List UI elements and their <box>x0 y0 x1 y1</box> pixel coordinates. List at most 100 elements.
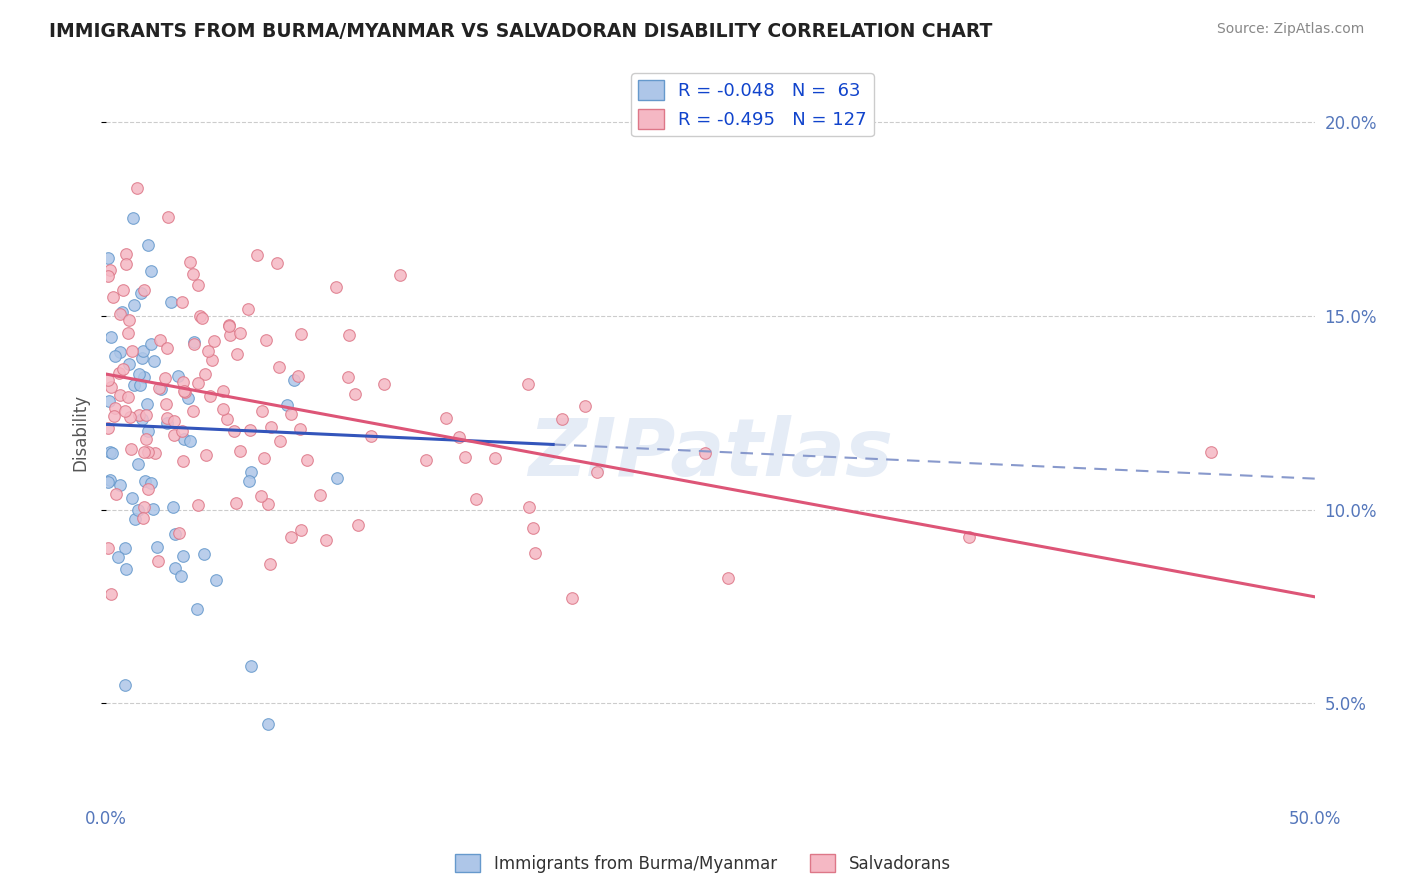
Point <box>290 523 312 537</box>
Point <box>187 277 209 292</box>
Point <box>169 569 191 583</box>
Point <box>957 530 980 544</box>
Point <box>108 388 131 402</box>
Point <box>225 496 247 510</box>
Point <box>104 401 127 415</box>
Point <box>127 503 149 517</box>
Point <box>336 370 359 384</box>
Point <box>136 482 159 496</box>
Point <box>693 446 716 460</box>
Point <box>97 541 120 555</box>
Point <box>122 377 145 392</box>
Point <box>114 678 136 692</box>
Point <box>118 410 141 425</box>
Point <box>574 399 596 413</box>
Point <box>225 347 247 361</box>
Point <box>193 547 215 561</box>
Point <box>256 717 278 731</box>
Point <box>129 285 152 300</box>
Point <box>246 247 269 261</box>
Point <box>183 336 205 351</box>
Point <box>280 407 302 421</box>
Point <box>256 497 278 511</box>
Point <box>287 369 309 384</box>
Point <box>191 311 214 326</box>
Point <box>142 502 165 516</box>
Point <box>181 404 204 418</box>
Point <box>118 313 141 327</box>
Point <box>325 471 347 485</box>
Point <box>167 368 190 383</box>
Point <box>103 409 125 424</box>
Point <box>159 295 181 310</box>
Point <box>238 301 260 316</box>
Point <box>132 500 155 514</box>
Point <box>156 416 179 430</box>
Point <box>128 367 150 381</box>
Point <box>136 445 159 459</box>
Point <box>134 475 156 489</box>
Point <box>183 334 205 349</box>
Point <box>136 238 159 252</box>
Point <box>229 444 252 458</box>
Point <box>173 384 195 399</box>
Point <box>104 487 127 501</box>
Point <box>197 344 219 359</box>
Point <box>108 477 131 491</box>
Point <box>524 545 547 559</box>
Point <box>172 424 194 438</box>
Point <box>269 434 291 449</box>
Point <box>156 342 179 356</box>
Point <box>163 428 186 442</box>
Point <box>181 267 204 281</box>
Point <box>204 334 226 348</box>
Point <box>114 541 136 555</box>
Point <box>122 298 145 312</box>
Point <box>186 602 208 616</box>
Point <box>187 376 209 391</box>
Text: Source: ZipAtlas.com: Source: ZipAtlas.com <box>1216 22 1364 37</box>
Point <box>114 403 136 417</box>
Point <box>135 397 157 411</box>
Point <box>131 351 153 365</box>
Point <box>132 369 155 384</box>
Point <box>259 557 281 571</box>
Point <box>228 326 250 340</box>
Point <box>143 353 166 368</box>
Point <box>194 448 217 462</box>
Point <box>156 410 179 425</box>
Point <box>149 334 172 348</box>
Point <box>170 294 193 309</box>
Point <box>100 379 122 393</box>
Point <box>253 450 276 465</box>
Point <box>239 465 262 479</box>
Point <box>173 432 195 446</box>
Point <box>107 549 129 564</box>
Point <box>388 268 411 282</box>
Point <box>454 450 477 464</box>
Point <box>121 491 143 506</box>
Point <box>219 327 242 342</box>
Point <box>517 500 540 514</box>
Point <box>155 397 177 411</box>
Point <box>128 409 150 423</box>
Point <box>120 442 142 457</box>
Point <box>283 373 305 387</box>
Point <box>188 310 211 324</box>
Point <box>139 337 162 351</box>
Point <box>215 412 238 426</box>
Point <box>415 453 437 467</box>
Point <box>101 290 124 304</box>
Point <box>198 388 221 402</box>
Point <box>100 587 122 601</box>
Point <box>100 446 122 460</box>
Point <box>172 376 194 390</box>
Point <box>179 434 201 448</box>
Point <box>360 429 382 443</box>
Legend: R = -0.048   N =  63, R = -0.495   N = 127: R = -0.048 N = 63, R = -0.495 N = 127 <box>631 73 875 136</box>
Point <box>325 280 347 294</box>
Point <box>153 371 176 385</box>
Point <box>252 404 274 418</box>
Point <box>218 318 240 333</box>
Point <box>165 527 187 541</box>
